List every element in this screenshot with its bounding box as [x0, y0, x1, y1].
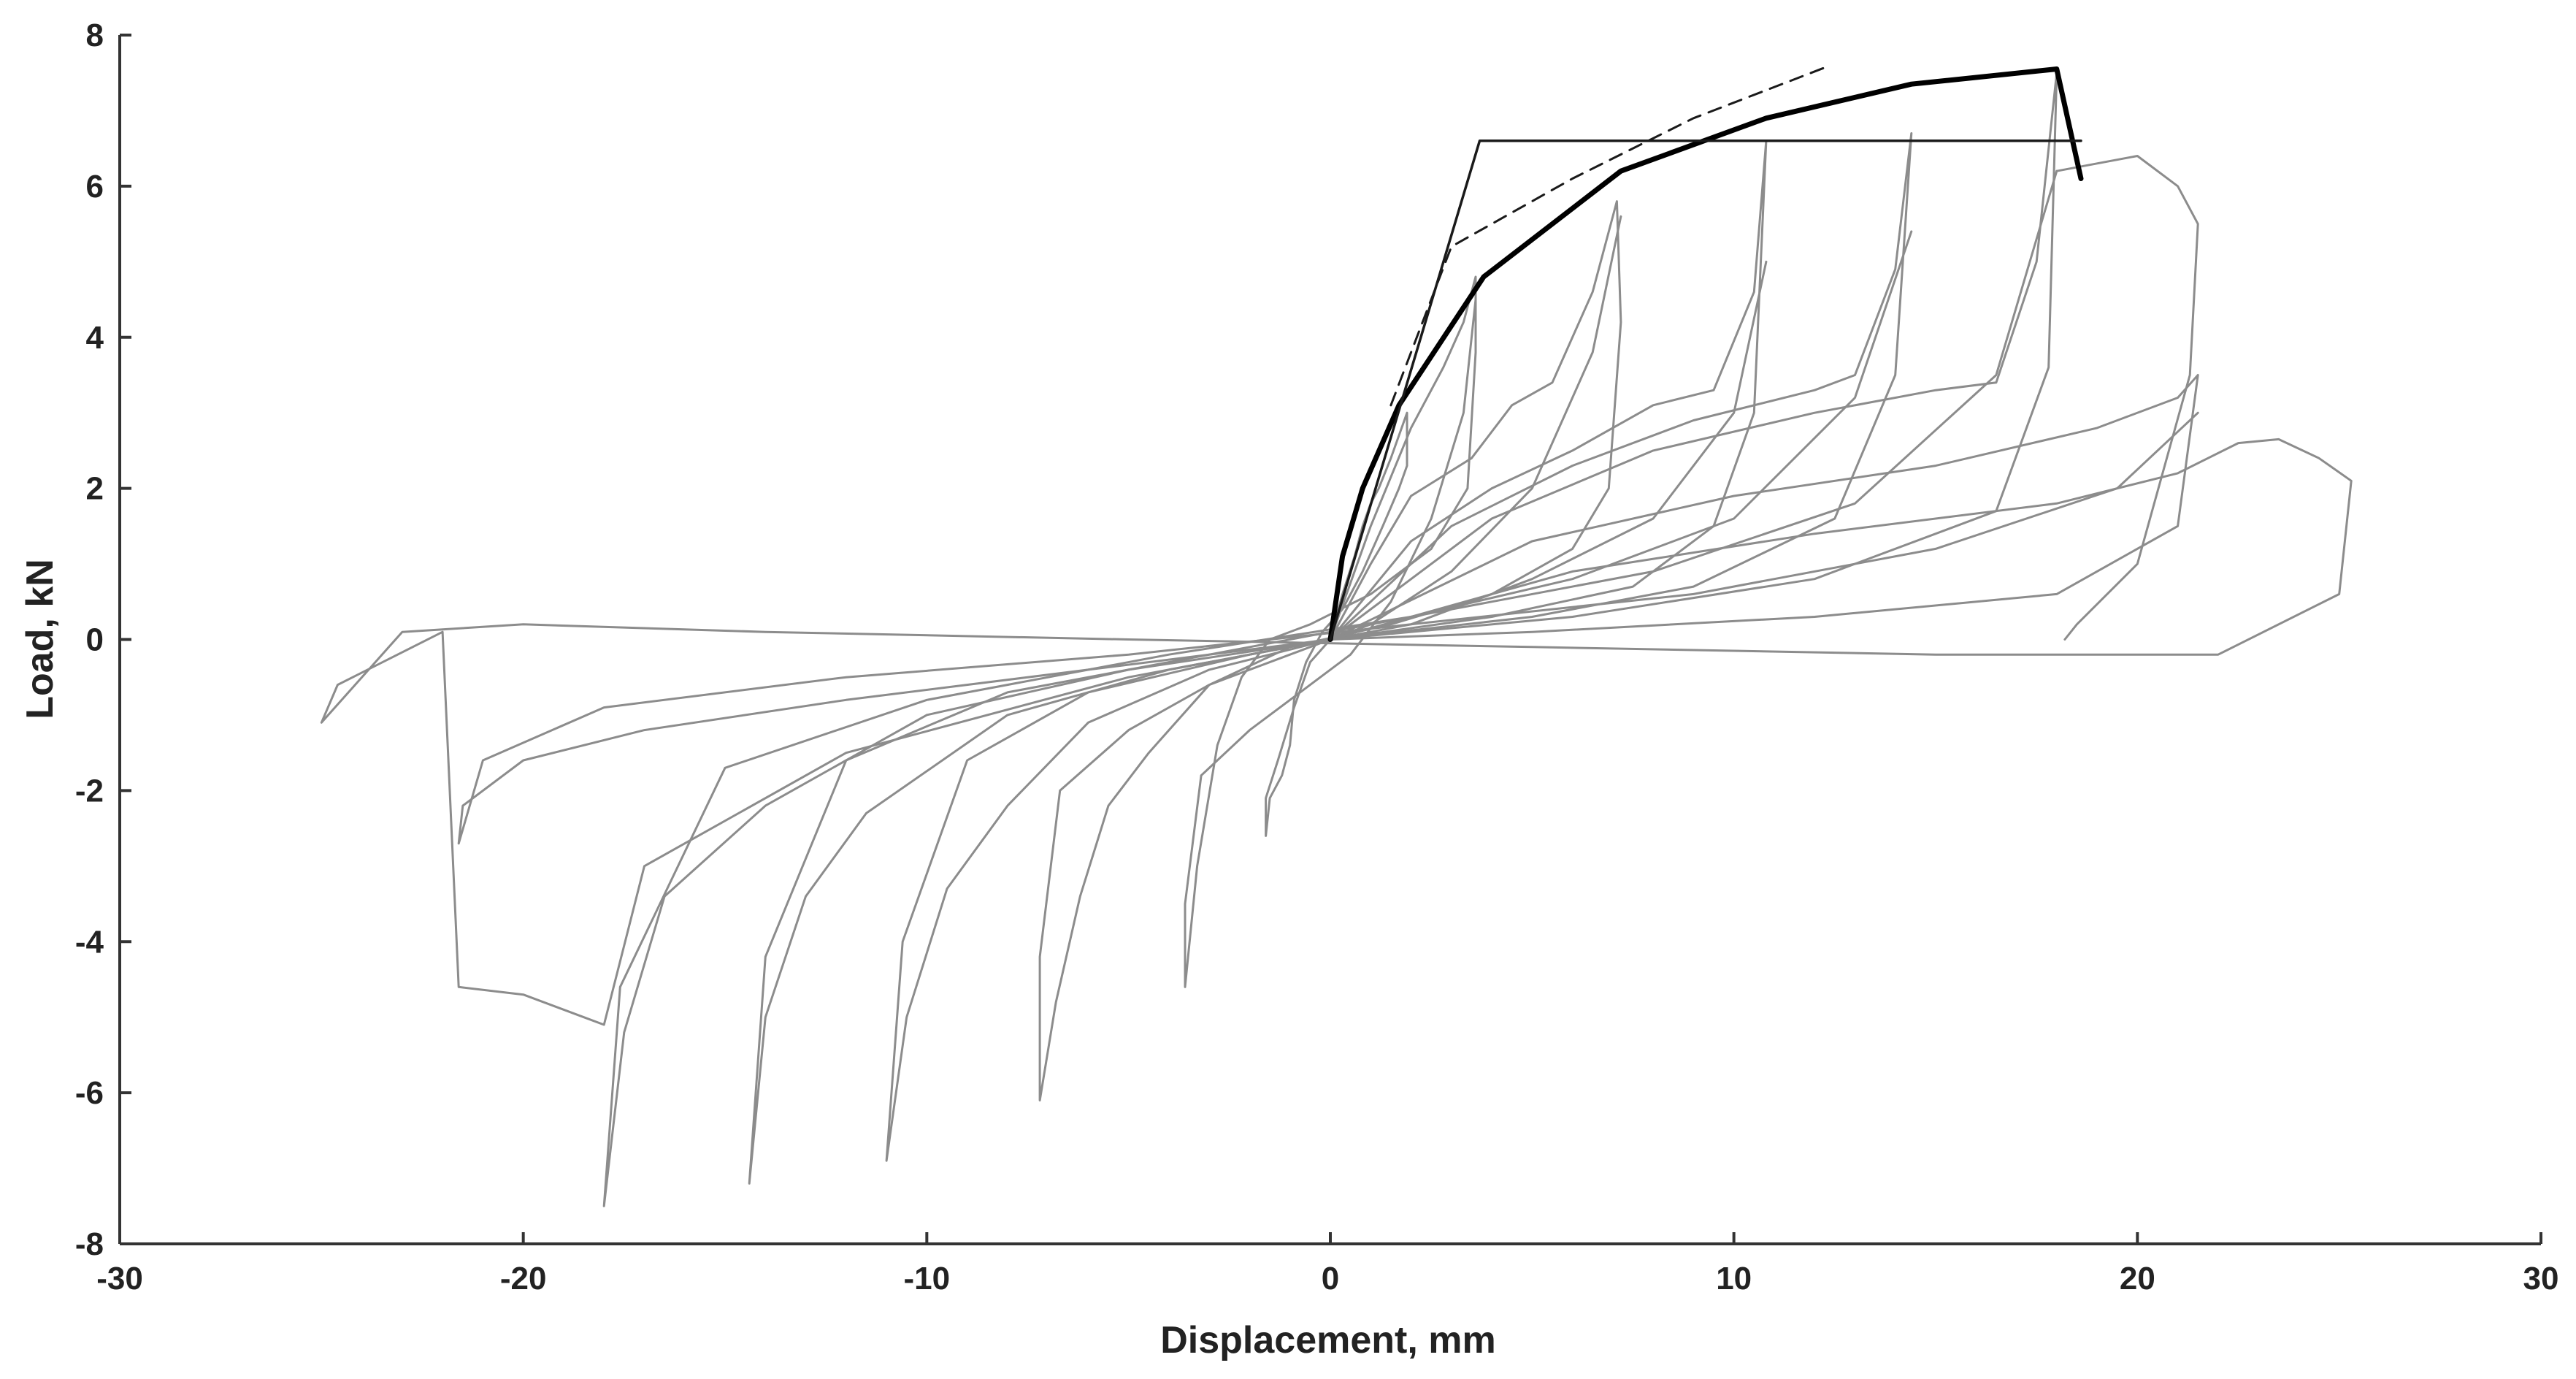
hysteresis-loop-2 — [1038, 200, 1622, 1101]
y-tick-label: 2 — [86, 471, 104, 507]
hysteresis-loop-3 — [885, 140, 1768, 1162]
x-axis-title: Displacement, mm — [1160, 1319, 1496, 1361]
hysteresis-loop-4 — [748, 132, 1913, 1185]
y-tick-label: 4 — [86, 320, 104, 356]
y-tick-label: -8 — [75, 1226, 104, 1262]
hysteresis-loop-1 — [1184, 275, 1477, 988]
hysteresis-loop-6 — [457, 374, 2199, 845]
dashed-reference-line — [1389, 64, 1832, 407]
y-axis-title: Load, kN — [19, 559, 61, 719]
hysteresis-loop-8 — [2055, 155, 2199, 641]
x-tick-label: -30 — [96, 1261, 143, 1296]
y-tick-label: 8 — [86, 18, 104, 53]
x-tick-label: -20 — [500, 1261, 547, 1296]
y-tick-label: -6 — [75, 1075, 104, 1111]
x-tick-label: 20 — [2120, 1261, 2155, 1296]
y-tick-label: -2 — [75, 773, 104, 809]
y-tick-label: 0 — [86, 622, 104, 658]
x-tick-label: 10 — [1716, 1261, 1752, 1296]
x-tick-label: -10 — [904, 1261, 951, 1296]
hysteresis-loop-7 — [320, 438, 2353, 1026]
y-tick-label: -4 — [75, 924, 104, 960]
data-layer — [320, 64, 2353, 1207]
hysteresis-loop-5 — [602, 72, 2058, 1207]
x-tick-label: 30 — [2523, 1261, 2559, 1296]
bilinear-idealization-line — [1329, 140, 2082, 641]
y-tick-label: 6 — [86, 169, 104, 205]
x-tick-label: 0 — [1322, 1261, 1339, 1296]
envelope-curve — [1327, 66, 2084, 642]
